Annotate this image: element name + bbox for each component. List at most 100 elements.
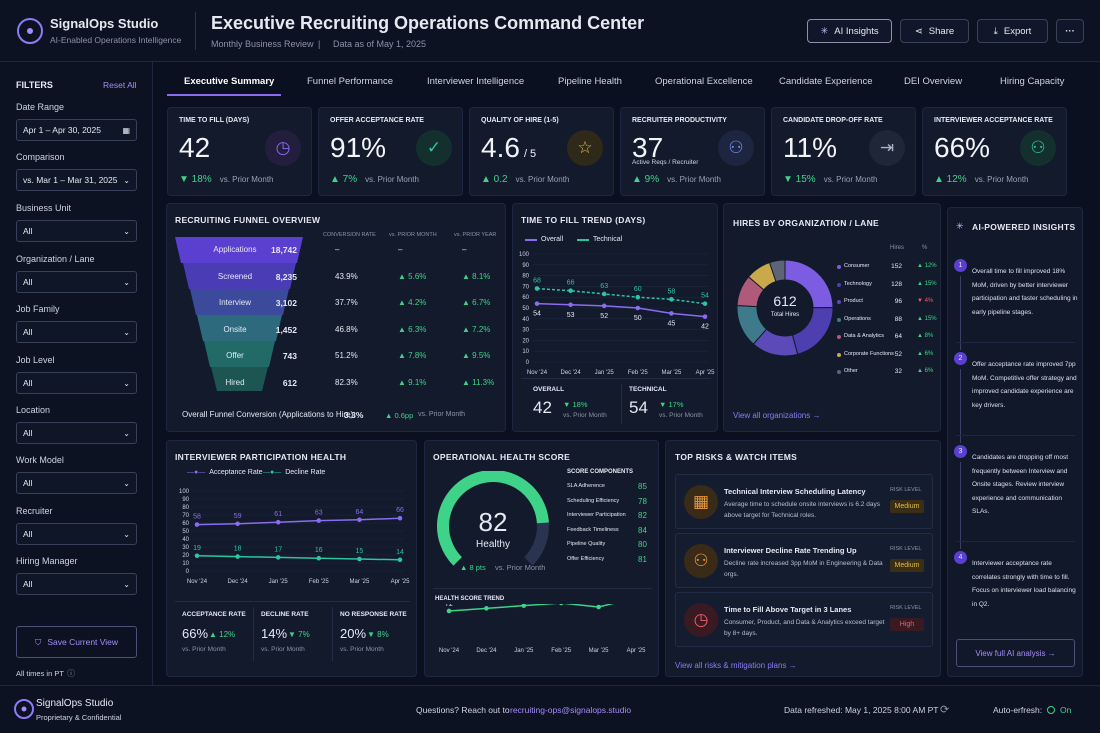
footer-confidential: Proprietary & Confidential (36, 713, 122, 722)
risk-item[interactable]: ▦ Technical Interview Scheduling Latency A… (675, 474, 933, 529)
filter-select[interactable]: All ⌄ (16, 523, 137, 545)
tab-interviewer-intelligence[interactable]: Interviewer Intelligence (427, 76, 525, 87)
kpi-title: Offer Acceptance Rate (330, 117, 424, 124)
divider (521, 378, 711, 379)
download-icon: ⤓ (993, 25, 998, 37)
tab-operational-excellence[interactable]: Operational Excellence (655, 76, 753, 87)
funnel-stage-name: Screened (217, 271, 253, 281)
check-user-icon: ✓ (416, 130, 452, 166)
insight-text: Offer acceptance rate improved 7pp MoM. … (972, 361, 1077, 409)
filter-select[interactable]: All ⌄ (16, 271, 137, 293)
org-hires: 96 (894, 298, 902, 305)
insight-connector (960, 276, 961, 350)
more-button[interactable]: ··· (1056, 19, 1084, 43)
data-label: 54 (533, 311, 541, 318)
view-all-risks-link[interactable]: View all risks & mitigation plans → (675, 661, 797, 670)
filter-select[interactable]: All ⌄ (16, 472, 137, 494)
legend-decline-label: Decline Rate (285, 469, 326, 476)
funnel-stage-count: 18,742 (271, 245, 297, 255)
gauge-fill (437, 471, 549, 566)
logo-icon (17, 18, 43, 44)
org-change: ▲ 6% (917, 350, 934, 357)
org-hires: 32 (894, 368, 902, 375)
refresh-icon[interactable]: ⟳ (940, 704, 950, 716)
kpi-delta: ▲ 9% vs. Prior Month (632, 174, 721, 185)
reset-all-link[interactable]: Reset All (103, 80, 137, 90)
share-label: Share (928, 25, 955, 37)
kpi-value-number: 37 (632, 132, 664, 163)
share-button[interactable]: ⋖ Share (900, 19, 969, 43)
data-point (484, 606, 489, 611)
insight-number: 1 (954, 259, 967, 272)
legend-decline: —●— Decline Rate (263, 469, 326, 476)
filter-select[interactable]: All ⌄ (16, 573, 137, 595)
ai-insights-button[interactable]: ✳ AI Insights (807, 19, 892, 43)
data-point (568, 288, 573, 294)
x-tick-label: Dec '24 (561, 370, 582, 376)
risk-item[interactable]: ◷ Time to Fill Above Target in 3 Lanes Con… (675, 592, 933, 647)
filter-label: Organization / Lane (16, 254, 95, 264)
kpi-value: 4.6/ 5 (481, 132, 536, 164)
filter-label: Job Level (16, 355, 55, 365)
kpi-compare: vs. Prior Month (365, 175, 419, 184)
footer-email-link[interactable]: recruiting-ops@signalops.studio (510, 705, 632, 715)
kpi-title: Interviewer Acceptance Rate (934, 117, 1053, 124)
data-label: 68 (533, 278, 541, 285)
org-change: ▼ 4% (917, 298, 934, 304)
insight-text: Overall time to fill improved 18% MoM, d… (972, 268, 1078, 316)
org-hires: 52 (894, 350, 902, 358)
ttf-overall-value: 42 (533, 398, 552, 417)
autorefresh-status[interactable]: On (1060, 705, 1072, 715)
data-label: 17 (274, 546, 282, 553)
hires-card: Hires by Organization / Lane 612 Total H… (723, 203, 941, 432)
filter-label: Comparison (16, 152, 65, 162)
save-view-button[interactable]: ⛉ Save Current View (16, 626, 137, 658)
export-button[interactable]: ⤓ Export (977, 19, 1048, 43)
stat-value: 20% (340, 626, 367, 641)
funnel-vs-prior-year: ▲ 8.1% (462, 271, 491, 281)
org-change: ▲ 15% (917, 315, 937, 322)
filter-select[interactable]: All ⌄ (16, 220, 137, 242)
data-label: 63 (600, 283, 608, 290)
component-name: Feedback Timeliness (567, 526, 619, 533)
clock-icon: ◷ (684, 603, 718, 637)
component-name: Scheduling Efficiency (567, 497, 620, 504)
kpi-title: Candidate Drop-off Rate (783, 117, 883, 124)
filter-label: Date Range (16, 102, 65, 112)
data-label: 50 (634, 315, 642, 322)
funnel-conversion: 82.3% (335, 377, 358, 387)
data-label: 42 (701, 324, 709, 331)
component-value: 81 (638, 554, 647, 564)
tab-dei-overview[interactable]: DEI Overview (904, 76, 963, 87)
tab-funnel-performance[interactable]: Funnel Performance (307, 76, 394, 87)
tab-candidate-experience[interactable]: Candidate Experience (779, 76, 873, 87)
x-tick-label: Apr '25 (696, 370, 715, 376)
tab-pipeline-health[interactable]: Pipeline Health (558, 76, 622, 87)
view-all-orgs-link[interactable]: View all organizations → (733, 411, 821, 420)
funnel-vs-prior-month: ▲ 6.3% (398, 324, 427, 334)
legend-swatch (837, 352, 841, 357)
data-point (397, 515, 403, 521)
data-label: 52 (600, 313, 608, 320)
filter-select[interactable]: All ⌄ (16, 321, 137, 343)
footer-autorefresh: Auto-erfresh: (993, 705, 1043, 715)
filter-select[interactable]: All ⌄ (16, 422, 137, 444)
view-full-analysis-button[interactable]: View full AI analysis → (956, 639, 1075, 667)
component-value: 84 (638, 525, 647, 535)
kpi-value-number: 42 (179, 132, 211, 163)
risk-item[interactable]: ⚇ Interviewer Decline Rate Trending Up Dec… (675, 533, 933, 588)
filter-select[interactable]: Apr 1 – Apr 30, 2025 ▦ (16, 119, 137, 141)
data-point (316, 555, 322, 561)
kpi-value-suffix: / 5 (523, 148, 537, 160)
data-point (635, 294, 641, 300)
chevron-down-icon: ⌄ (123, 277, 130, 287)
filter-select[interactable]: All ⌄ (16, 372, 137, 394)
kpi-delta-value: ▲ 7% (330, 174, 358, 185)
data-label: 59 (234, 513, 242, 520)
y-tick-label: 10 (522, 349, 529, 355)
kpi-delta: ▲ 7% vs. Prior Month (330, 174, 419, 185)
tab-hiring-capacity[interactable]: Hiring Capacity (1000, 76, 1065, 87)
kpi-value: 11% (783, 132, 837, 164)
tab-executive-summary[interactable]: Executive Summary (184, 76, 275, 87)
filter-select[interactable]: vs. Mar 1 – Mar 31, 2025 ⌄ (16, 169, 137, 191)
